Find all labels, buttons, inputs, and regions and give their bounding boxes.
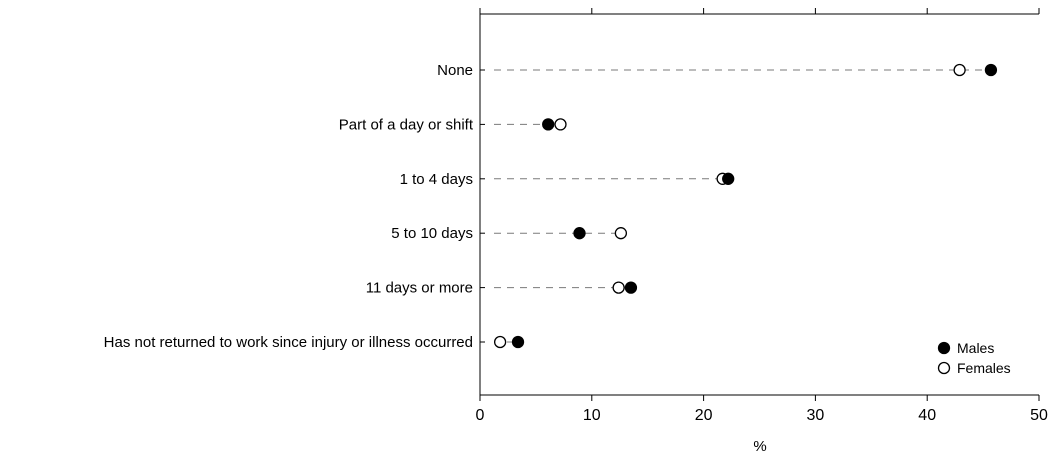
legend-females-label: Females bbox=[957, 360, 1011, 376]
x-axis-ticks: 0 10 20 30 40 50 bbox=[476, 8, 1048, 424]
category-guide-lines bbox=[494, 69, 991, 343]
female-point bbox=[953, 63, 966, 77]
category-label: 5 to 10 days bbox=[391, 225, 473, 242]
male-point bbox=[542, 118, 555, 131]
male-point bbox=[722, 172, 735, 185]
x-tick-label: 50 bbox=[1030, 407, 1048, 424]
legend-females-marker bbox=[937, 361, 951, 375]
x-tick-label: 30 bbox=[807, 407, 825, 424]
category-label: Has not returned to work since injury or… bbox=[104, 334, 473, 351]
x-tick-label: 0 bbox=[476, 407, 485, 424]
legend-males-marker bbox=[937, 341, 951, 355]
male-point bbox=[624, 281, 638, 294]
category-label: 1 to 4 days bbox=[400, 171, 473, 188]
category-label: Part of a day or shift bbox=[339, 116, 474, 133]
male-point bbox=[511, 335, 525, 349]
male-point bbox=[984, 63, 998, 77]
male-point bbox=[573, 227, 586, 240]
plot-area bbox=[479, 13, 1039, 396]
x-tick-label: 20 bbox=[695, 407, 713, 424]
category-label: None bbox=[437, 62, 473, 79]
x-axis-label: % bbox=[753, 438, 766, 455]
category-label: 11 days or more bbox=[366, 280, 473, 297]
legend-males-label: Males bbox=[957, 340, 994, 356]
female-point bbox=[614, 227, 628, 240]
x-tick-label: 40 bbox=[918, 407, 936, 424]
legend: Males Females bbox=[937, 340, 1011, 376]
category-labels: None Part of a day or shift 1 to 4 days 5 t… bbox=[104, 62, 485, 351]
female-point bbox=[554, 118, 567, 131]
x-tick-label: 10 bbox=[583, 407, 601, 424]
female-point bbox=[612, 281, 625, 294]
female-point bbox=[493, 335, 507, 349]
data-markers bbox=[493, 63, 998, 349]
